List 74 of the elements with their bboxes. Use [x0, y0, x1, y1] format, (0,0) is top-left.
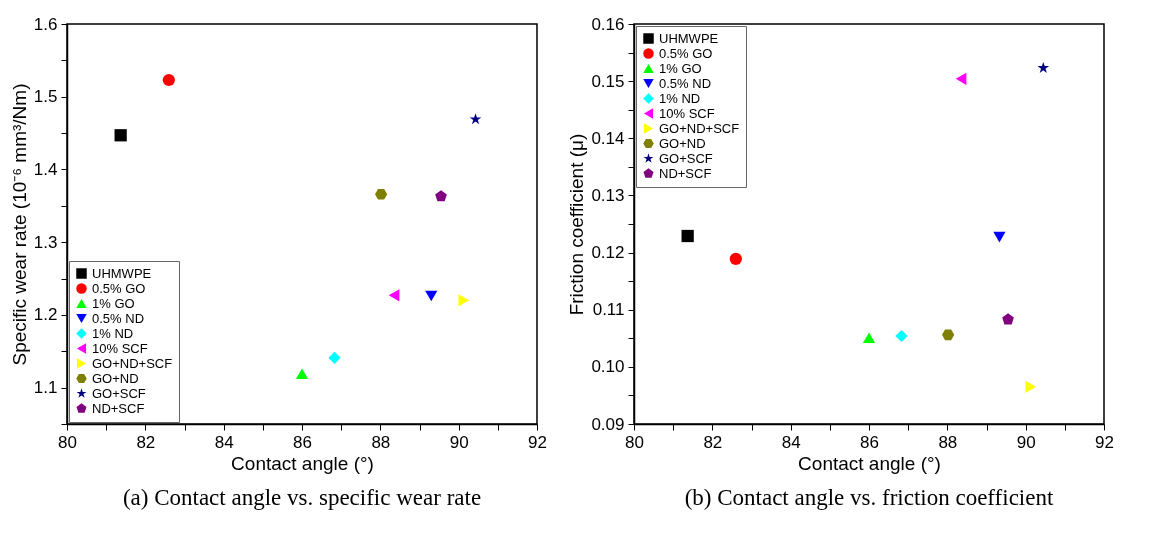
- point: [862, 332, 876, 344]
- point: [993, 231, 1006, 243]
- y-tick-label: 0.10: [591, 357, 625, 377]
- x-tick-label: 80: [58, 432, 77, 452]
- x-axis-title: Contact angle (°): [231, 452, 374, 474]
- legend-label: 10% SCF: [659, 105, 715, 121]
- y-tick-label: 0.16: [591, 14, 625, 34]
- x-tick-label: 88: [371, 432, 391, 452]
- y-tick-label: 0.13: [591, 185, 625, 205]
- y-axis-title: Friction coefficient (μ): [566, 133, 588, 316]
- legend-label: 1% ND: [92, 325, 134, 341]
- point: [388, 289, 400, 302]
- text: (b) Contact angle vs. friction coefficient: [684, 485, 1054, 510]
- legend-label: 0.5% GO: [659, 45, 713, 61]
- x-tick-label: 86: [293, 432, 312, 452]
- point: [435, 190, 447, 202]
- x-tick-label: 84: [781, 432, 801, 452]
- legend-label: GO+ND: [92, 370, 139, 386]
- y-tick-label: 1.2: [33, 305, 58, 325]
- legend-label: 1% GO: [659, 60, 702, 76]
- x-tick-label: 82: [136, 432, 156, 452]
- x-tick-label: 92: [528, 432, 547, 452]
- point: [162, 73, 175, 87]
- text: (a) Contact angle vs. specific wear rate: [122, 485, 482, 510]
- x-tick-label: 80: [625, 432, 644, 452]
- point: [729, 252, 742, 265]
- point: [941, 329, 955, 341]
- y-tick-label: 0.12: [591, 243, 625, 263]
- legend-label: GO+SCF: [92, 385, 146, 401]
- point: [681, 229, 694, 243]
- point: [114, 129, 127, 142]
- legend-label: UHMWPE: [659, 30, 719, 46]
- legend-label: GO+SCF: [659, 150, 713, 166]
- point: [374, 188, 388, 200]
- y-tick-label: 1.6: [33, 14, 58, 34]
- y-tick-label: 0.09: [591, 414, 625, 434]
- y-tick-label: 1.4: [33, 159, 58, 179]
- point: [1025, 380, 1037, 393]
- y-tick-label: 0.11: [592, 300, 625, 320]
- legend-label: 1% ND: [659, 90, 701, 106]
- x-tick-label: 86: [860, 432, 879, 452]
- legend-label: 1% GO: [92, 295, 135, 311]
- y-tick-label: 1.5: [33, 87, 58, 107]
- legend-label: 0.5% ND: [92, 310, 145, 326]
- point: [895, 329, 908, 343]
- x-tick-label: 88: [938, 432, 958, 452]
- y-tick-label: 1.1: [33, 378, 58, 398]
- y-tick-label: 1.3: [33, 232, 58, 252]
- legend-label: UHMWPE: [92, 265, 152, 281]
- point: [1037, 61, 1050, 73]
- x-tick-label: 92: [1095, 432, 1114, 452]
- point: [295, 368, 309, 380]
- point: [328, 351, 341, 364]
- x-tick-label: 90: [1016, 432, 1036, 452]
- legend-label: 0.5% GO: [92, 280, 146, 296]
- legend-label: ND+SCF: [659, 165, 712, 181]
- point: [955, 72, 967, 85]
- point: [425, 290, 438, 302]
- legend-label: GO+ND+SCF: [659, 120, 740, 136]
- y-tick-label: 0.14: [591, 128, 625, 148]
- point: [469, 113, 482, 125]
- y-tick-label: 0.15: [591, 71, 625, 91]
- legend-label: GO+ND+SCF: [92, 355, 173, 371]
- x-tick-label: 82: [703, 432, 723, 452]
- x-tick-label: 90: [449, 432, 469, 452]
- point: [458, 294, 470, 307]
- x-axis-title: Contact angle (°): [798, 452, 941, 474]
- legend-label: 10% SCF: [92, 340, 148, 356]
- legend-label: 0.5% ND: [659, 75, 712, 91]
- y-axis-title: Specific wear rate (10⁻⁶ mm³/Nm): [8, 83, 30, 366]
- point: [1002, 313, 1014, 325]
- x-tick-label: 84: [214, 432, 234, 452]
- legend-label: ND+SCF: [92, 400, 145, 416]
- legend-label: GO+ND: [659, 135, 706, 151]
